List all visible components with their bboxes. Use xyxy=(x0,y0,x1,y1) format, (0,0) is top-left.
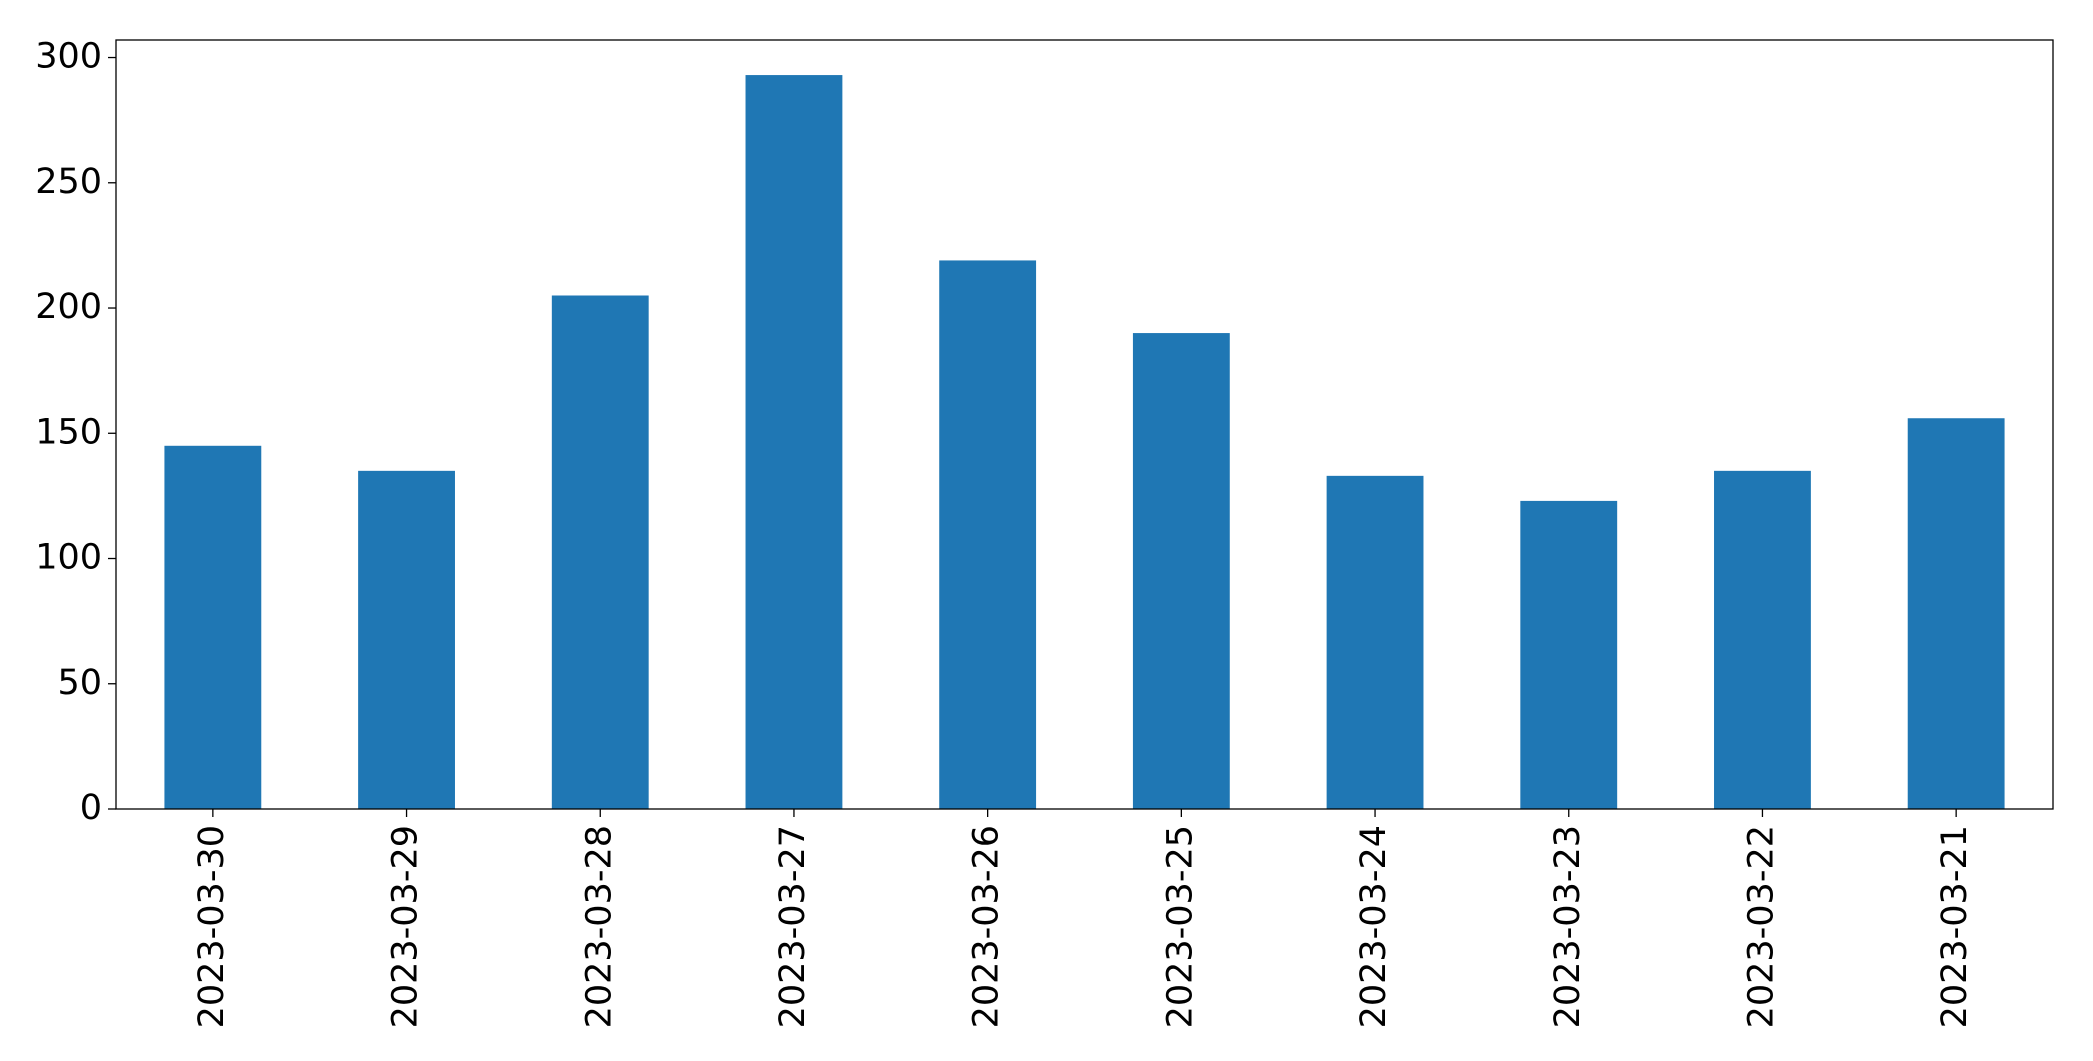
x-tick-label: 2023-03-28 xyxy=(579,825,619,1028)
bar xyxy=(1714,470,1811,809)
x-tick-label: 2023-03-26 xyxy=(967,825,1007,1028)
x-tick-label: 2023-03-29 xyxy=(386,825,426,1028)
x-tick-label: 2023-03-24 xyxy=(1354,825,1394,1028)
x-tick-label: 2023-03-21 xyxy=(1935,825,1975,1028)
plot-frame xyxy=(115,39,2054,810)
bar xyxy=(745,75,843,809)
y-tick-label: 300 xyxy=(35,37,102,77)
bar xyxy=(164,445,262,809)
bar xyxy=(551,295,649,809)
y-tick-label: 200 xyxy=(35,287,102,327)
y-tick-label: 0 xyxy=(80,788,102,828)
bar xyxy=(939,260,1037,810)
x-tick-label: 2023-03-30 xyxy=(192,825,232,1028)
bar xyxy=(1907,418,2005,809)
bar xyxy=(1520,500,1618,809)
bar xyxy=(358,470,455,809)
bar xyxy=(1326,475,1424,809)
y-tick-label: 100 xyxy=(35,538,102,578)
y-tick-label: 50 xyxy=(57,663,102,703)
x-tick-label: 2023-03-22 xyxy=(1741,825,1781,1028)
bar xyxy=(1132,333,1230,809)
y-tick-label: 250 xyxy=(35,162,102,202)
x-tick-label: 2023-03-27 xyxy=(773,825,813,1028)
y-tick-label: 150 xyxy=(35,412,102,452)
x-tick-label: 2023-03-23 xyxy=(1548,825,1588,1028)
x-tick-label: 2023-03-25 xyxy=(1160,825,1200,1028)
